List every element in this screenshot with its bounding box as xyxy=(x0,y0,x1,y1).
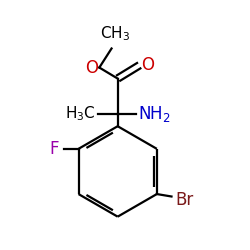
Text: F: F xyxy=(50,140,59,158)
Text: O: O xyxy=(85,58,98,76)
Text: NH$_2$: NH$_2$ xyxy=(138,104,171,124)
Text: O: O xyxy=(142,56,154,74)
Text: Br: Br xyxy=(175,191,194,209)
Text: CH$_3$: CH$_3$ xyxy=(100,24,130,43)
Text: H$_3$C: H$_3$C xyxy=(65,105,96,123)
